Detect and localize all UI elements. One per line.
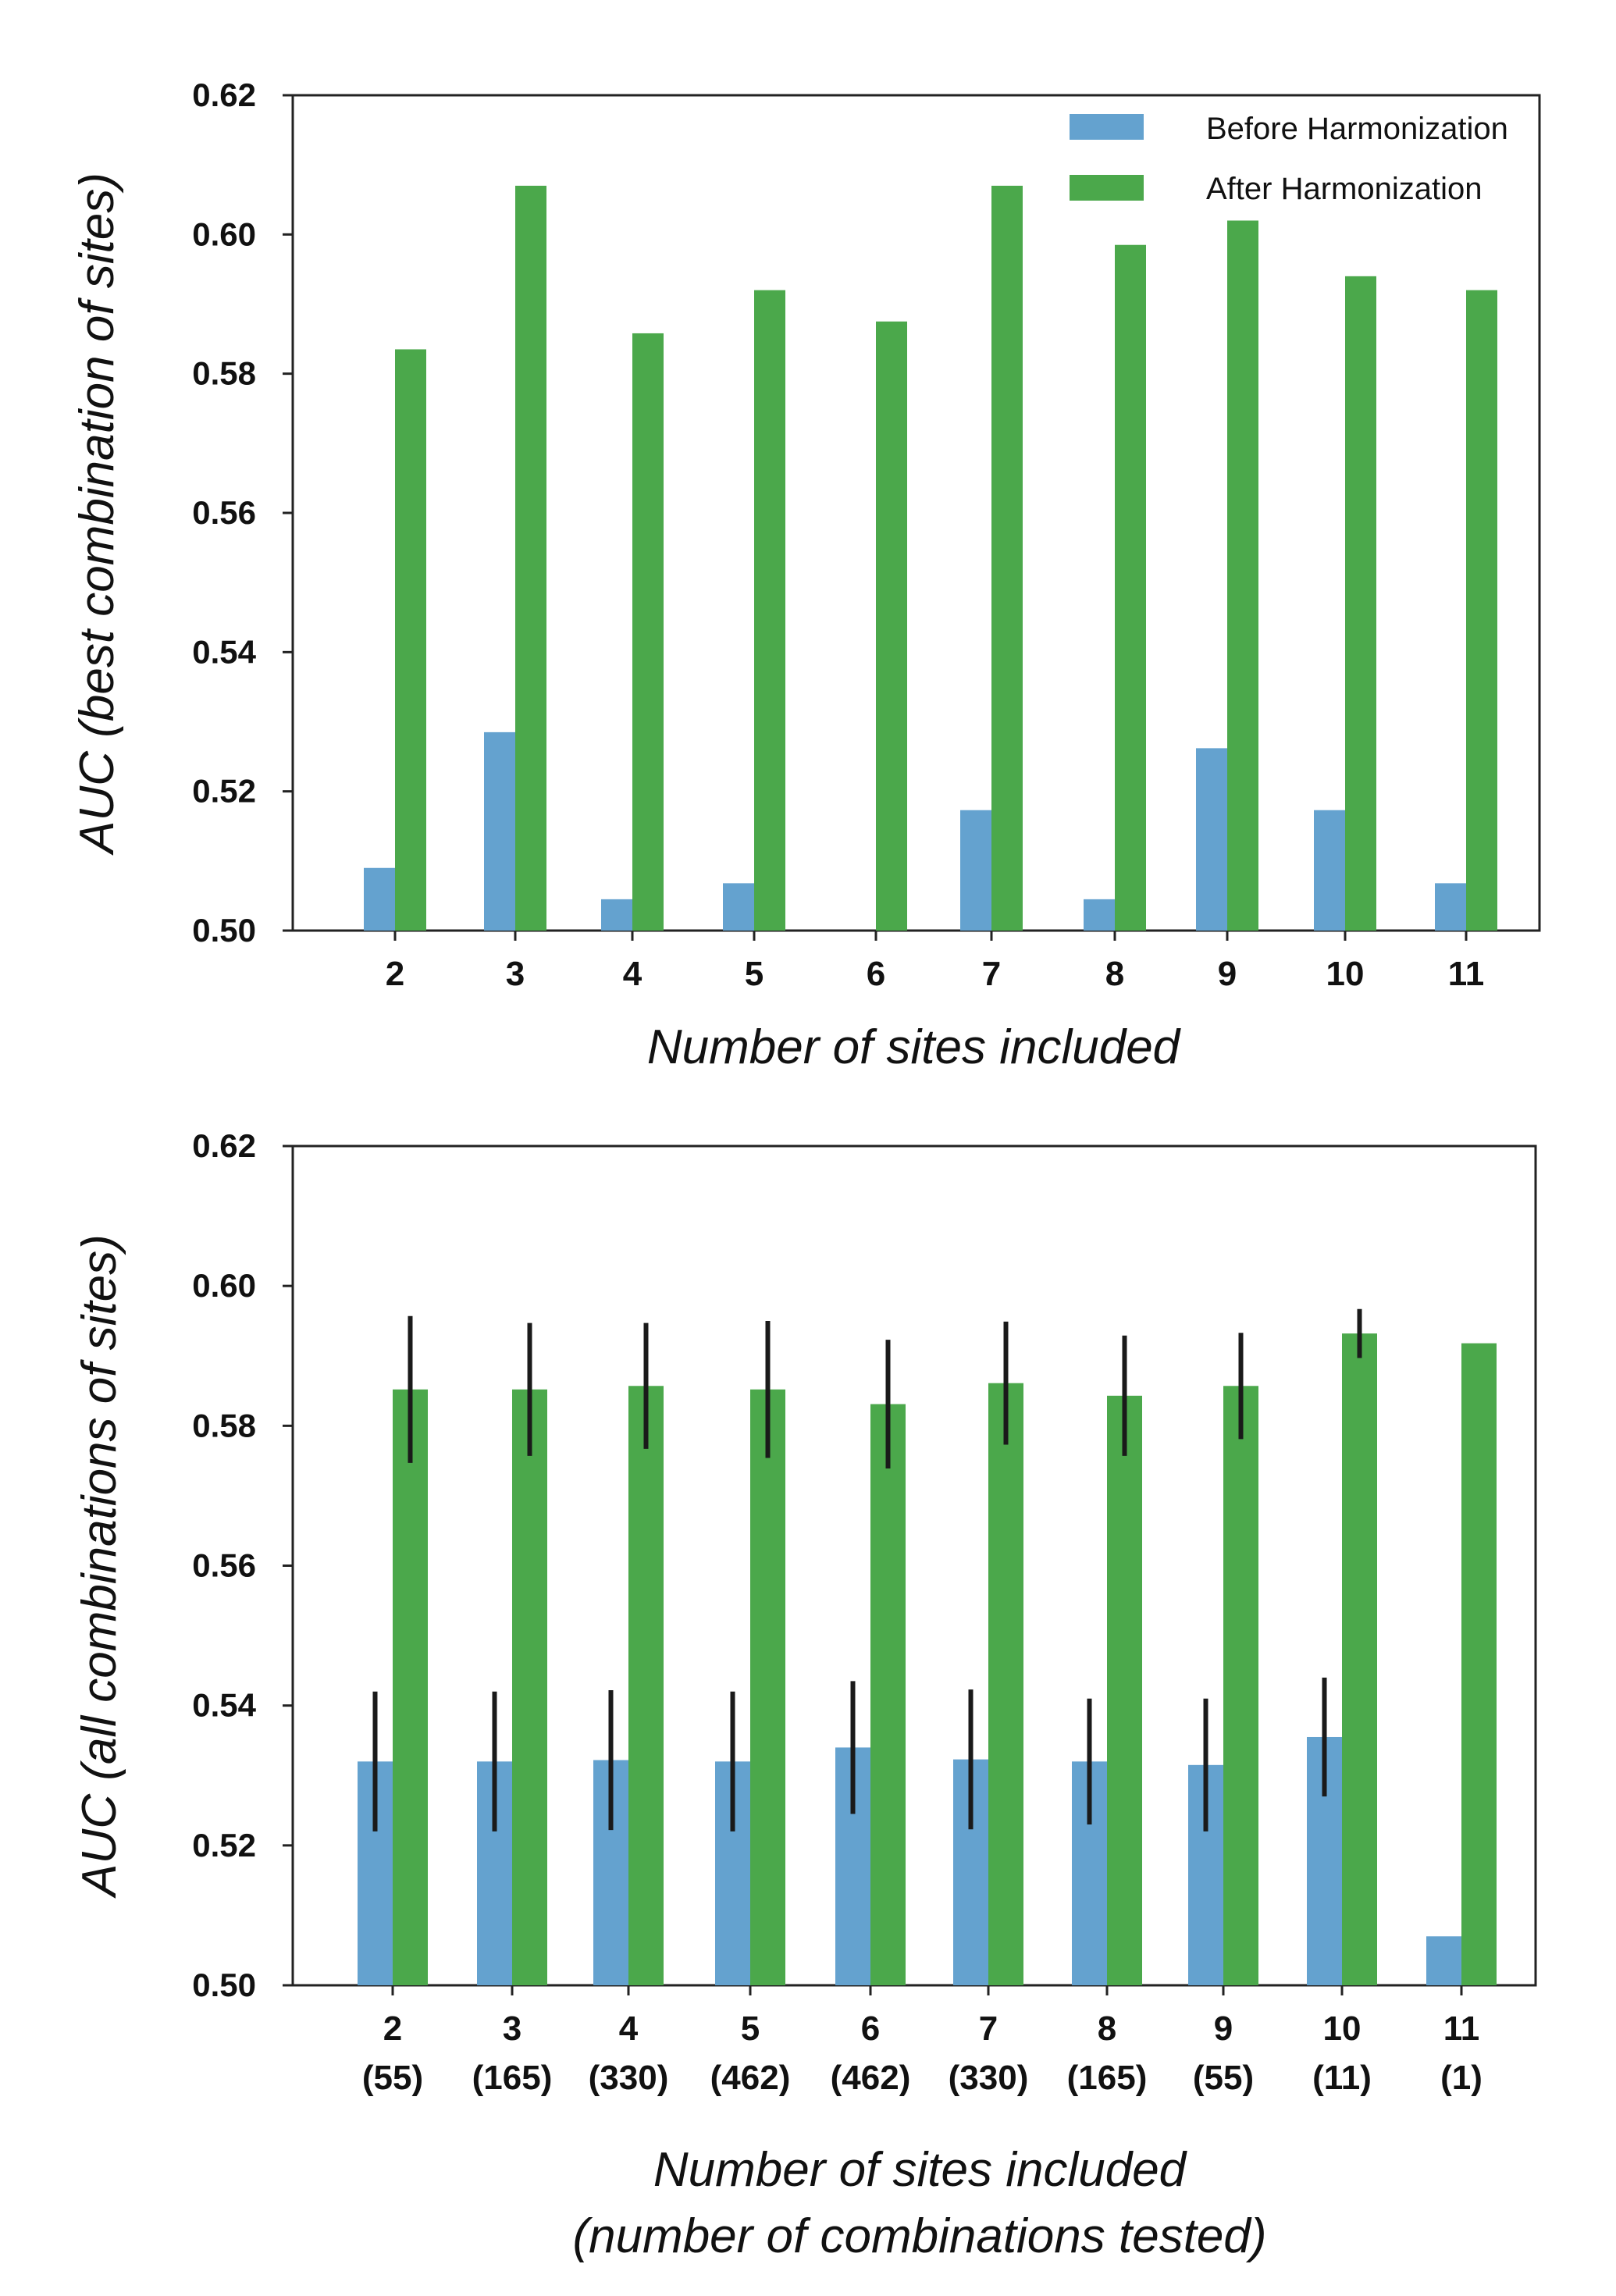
- x-tick-label: 9: [1214, 2009, 1233, 2048]
- x-tick-label: 8: [1105, 955, 1124, 993]
- bar-before-2: [364, 867, 395, 931]
- bar-after-9: [1223, 1386, 1258, 1985]
- legend-swatch-before: [1070, 114, 1144, 140]
- legend-label-before: Before Harmonization: [1206, 112, 1508, 146]
- bar-before-8: [1084, 899, 1115, 931]
- x-tick-label: 8: [1098, 2009, 1116, 2048]
- x-tick-label: 6: [861, 2009, 880, 2048]
- x-tick-label: 5: [745, 955, 764, 993]
- bar-after-2: [393, 1389, 428, 1985]
- x-tick-sublabel: (330): [589, 2059, 669, 2097]
- bar-after-3: [515, 185, 546, 931]
- x-tick-label: 9: [1218, 955, 1237, 993]
- x-tick-label: 6: [867, 955, 885, 993]
- top-bars: [364, 185, 1497, 931]
- bottom-y-axis-label: AUC (all combinations of sites): [73, 1234, 126, 1899]
- x-tick-label: 4: [619, 2009, 639, 2048]
- x-tick-label: 11: [1443, 2009, 1480, 2048]
- bar-before-11: [1426, 1936, 1461, 1985]
- bar-before-9: [1196, 748, 1227, 931]
- x-tick-sublabel: (1): [1440, 2059, 1483, 2097]
- x-tick-label: 11: [1448, 955, 1485, 993]
- bar-after-4: [628, 1386, 664, 1985]
- bar-before-4: [601, 899, 632, 931]
- y-tick-label: 0.52: [192, 1827, 256, 1863]
- bottom-error-bars: [372, 1308, 1362, 1831]
- bar-before-7: [960, 810, 991, 931]
- y-tick-label: 0.54: [192, 633, 256, 670]
- bar-before-11: [1435, 883, 1466, 931]
- y-tick-label: 0.50: [192, 1967, 256, 2003]
- bar-after-6: [876, 321, 907, 931]
- bottom-y-axis-ticks: 0.50 0.52 0.54 0.56 0.58 0.60 0.62: [192, 1127, 293, 2003]
- bar-after-7: [991, 185, 1023, 931]
- top-x-axis-label: Number of sites included: [647, 1020, 1182, 1074]
- bar-after-3: [512, 1389, 547, 1985]
- x-tick-sublabel: (11): [1312, 2059, 1372, 2097]
- y-tick-label: 0.58: [192, 1407, 256, 1443]
- bar-after-11: [1461, 1343, 1497, 1985]
- bar-after-4: [632, 333, 664, 931]
- x-tick-sublabel: (55): [1193, 2059, 1254, 2097]
- bottom-bars: [358, 1333, 1497, 1985]
- x-tick-sublabel: (462): [710, 2059, 791, 2097]
- y-tick-label: 0.62: [192, 77, 256, 113]
- legend-label-after: After Harmonization: [1206, 172, 1482, 206]
- bottom-chart-panel: 0.50 0.52 0.54 0.56 0.58 0.60 0.62 2 (55) 3 (165)…: [73, 1127, 1537, 2263]
- x-tick-label: 4: [623, 955, 642, 993]
- bar-after-5: [750, 1389, 785, 1985]
- x-tick-label: 7: [982, 955, 1001, 993]
- x-tick-label: 7: [979, 2009, 998, 2048]
- x-tick-sublabel: (55): [362, 2059, 423, 2097]
- top-x-axis-ticks: 2 3 4 5 6 7 8 9 10 11: [386, 931, 1485, 993]
- y-tick-label: 0.54: [192, 1687, 256, 1724]
- y-tick-label: 0.62: [192, 1127, 256, 1164]
- x-tick-label: 5: [741, 2009, 760, 2048]
- bar-after-9: [1227, 220, 1258, 931]
- bottom-x-axis-label: Number of sites included: [653, 2143, 1188, 2197]
- x-tick-sublabel: (330): [949, 2059, 1029, 2097]
- top-y-axis-ticks: 0.50 0.52 0.54 0.56 0.58 0.60 0.62: [192, 77, 293, 949]
- legend: Before Harmonization After Harmonization: [1070, 112, 1508, 206]
- x-tick-label: 2: [383, 2009, 402, 2048]
- x-tick-label: 3: [503, 2009, 521, 2048]
- legend-swatch-after: [1070, 175, 1144, 201]
- top-chart-panel: 0.50 0.52 0.54 0.56 0.58 0.60 0.62 2 3 4 5 6 7 8 9 10 1…: [70, 77, 1541, 1074]
- y-tick-label: 0.60: [192, 215, 256, 252]
- bar-after-5: [754, 290, 785, 931]
- x-tick-label: 2: [386, 955, 404, 993]
- bar-after-6: [870, 1404, 906, 1985]
- bar-after-7: [988, 1383, 1023, 1985]
- bar-after-11: [1466, 290, 1497, 931]
- x-tick-sublabel: (165): [1067, 2059, 1148, 2097]
- bar-before-5: [723, 883, 754, 931]
- y-tick-label: 0.52: [192, 773, 256, 810]
- top-y-axis-label: AUC (best combination of sites): [70, 173, 124, 856]
- x-tick-sublabel: (165): [472, 2059, 553, 2097]
- bar-before-3: [484, 732, 515, 931]
- bottom-x-axis-ticks: 2 (55) 3 (165) 4 (330) 5 (462) 6 (462) 7 (330) 8 (165…: [362, 1985, 1483, 2097]
- bottom-x-axis-sublabel: (number of combinations tested): [572, 2209, 1266, 2263]
- x-tick-label: 10: [1326, 955, 1365, 993]
- bar-after-2: [395, 349, 426, 931]
- bar-before-10: [1314, 810, 1345, 931]
- y-tick-label: 0.50: [192, 912, 256, 949]
- y-tick-label: 0.60: [192, 1267, 256, 1304]
- y-tick-label: 0.58: [192, 355, 256, 392]
- x-tick-label: 3: [506, 955, 525, 993]
- bar-after-10: [1342, 1333, 1377, 1985]
- bar-after-10: [1345, 276, 1376, 931]
- bar-after-8: [1107, 1395, 1142, 1985]
- x-tick-sublabel: (462): [831, 2059, 911, 2097]
- y-tick-label: 0.56: [192, 1547, 256, 1584]
- bar-after-8: [1115, 244, 1146, 931]
- x-tick-label: 10: [1323, 2009, 1361, 2048]
- y-tick-label: 0.56: [192, 494, 256, 531]
